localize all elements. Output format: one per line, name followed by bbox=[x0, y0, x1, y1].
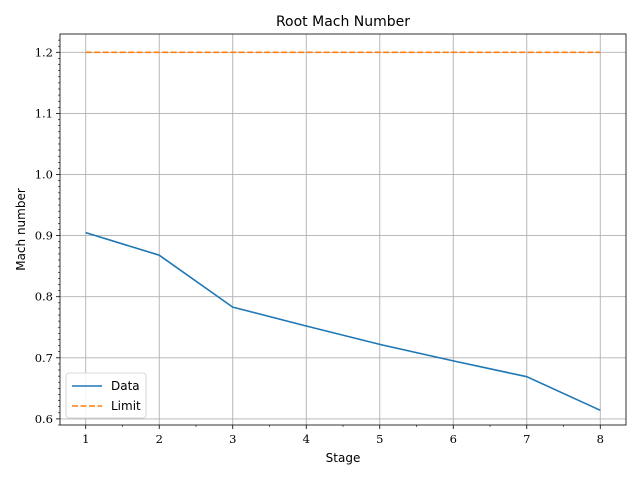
ticks: 1 2 3 4 5 6 7 8 0.6 0.7 0.8 0.9 1.0 1.1 1.2 bbox=[35, 39, 604, 446]
legend-label-limit: Limit bbox=[111, 399, 141, 413]
x-tick-label: 2 bbox=[156, 432, 163, 446]
x-tick-label: 5 bbox=[376, 432, 383, 446]
y-tick-label: 0.9 bbox=[35, 229, 53, 243]
series-layer bbox=[85, 51, 601, 412]
y-tick-label: 1.2 bbox=[35, 45, 53, 59]
series-data-line bbox=[85, 231, 601, 412]
y-tick-label: 1.1 bbox=[35, 106, 53, 120]
x-tick-label: 1 bbox=[82, 432, 89, 446]
y-tick-label: 0.6 bbox=[35, 412, 53, 426]
x-tick-label: 6 bbox=[450, 432, 457, 446]
y-tick-label: 1.0 bbox=[35, 168, 53, 182]
legend: Data Limit bbox=[65, 372, 147, 419]
x-axis-label: Stage bbox=[326, 451, 361, 465]
x-tick-label: 3 bbox=[229, 432, 236, 446]
legend-label-data: Data bbox=[111, 379, 140, 393]
x-tick-label: 8 bbox=[597, 432, 604, 446]
y-tick-label: 0.8 bbox=[35, 290, 53, 304]
y-tick-label: 0.7 bbox=[35, 351, 53, 365]
y-axis-label: Mach number bbox=[14, 188, 28, 271]
x-tick-label: 7 bbox=[523, 432, 530, 446]
x-tick-label: 4 bbox=[303, 432, 310, 446]
chart-title: Root Mach Number bbox=[276, 14, 410, 30]
